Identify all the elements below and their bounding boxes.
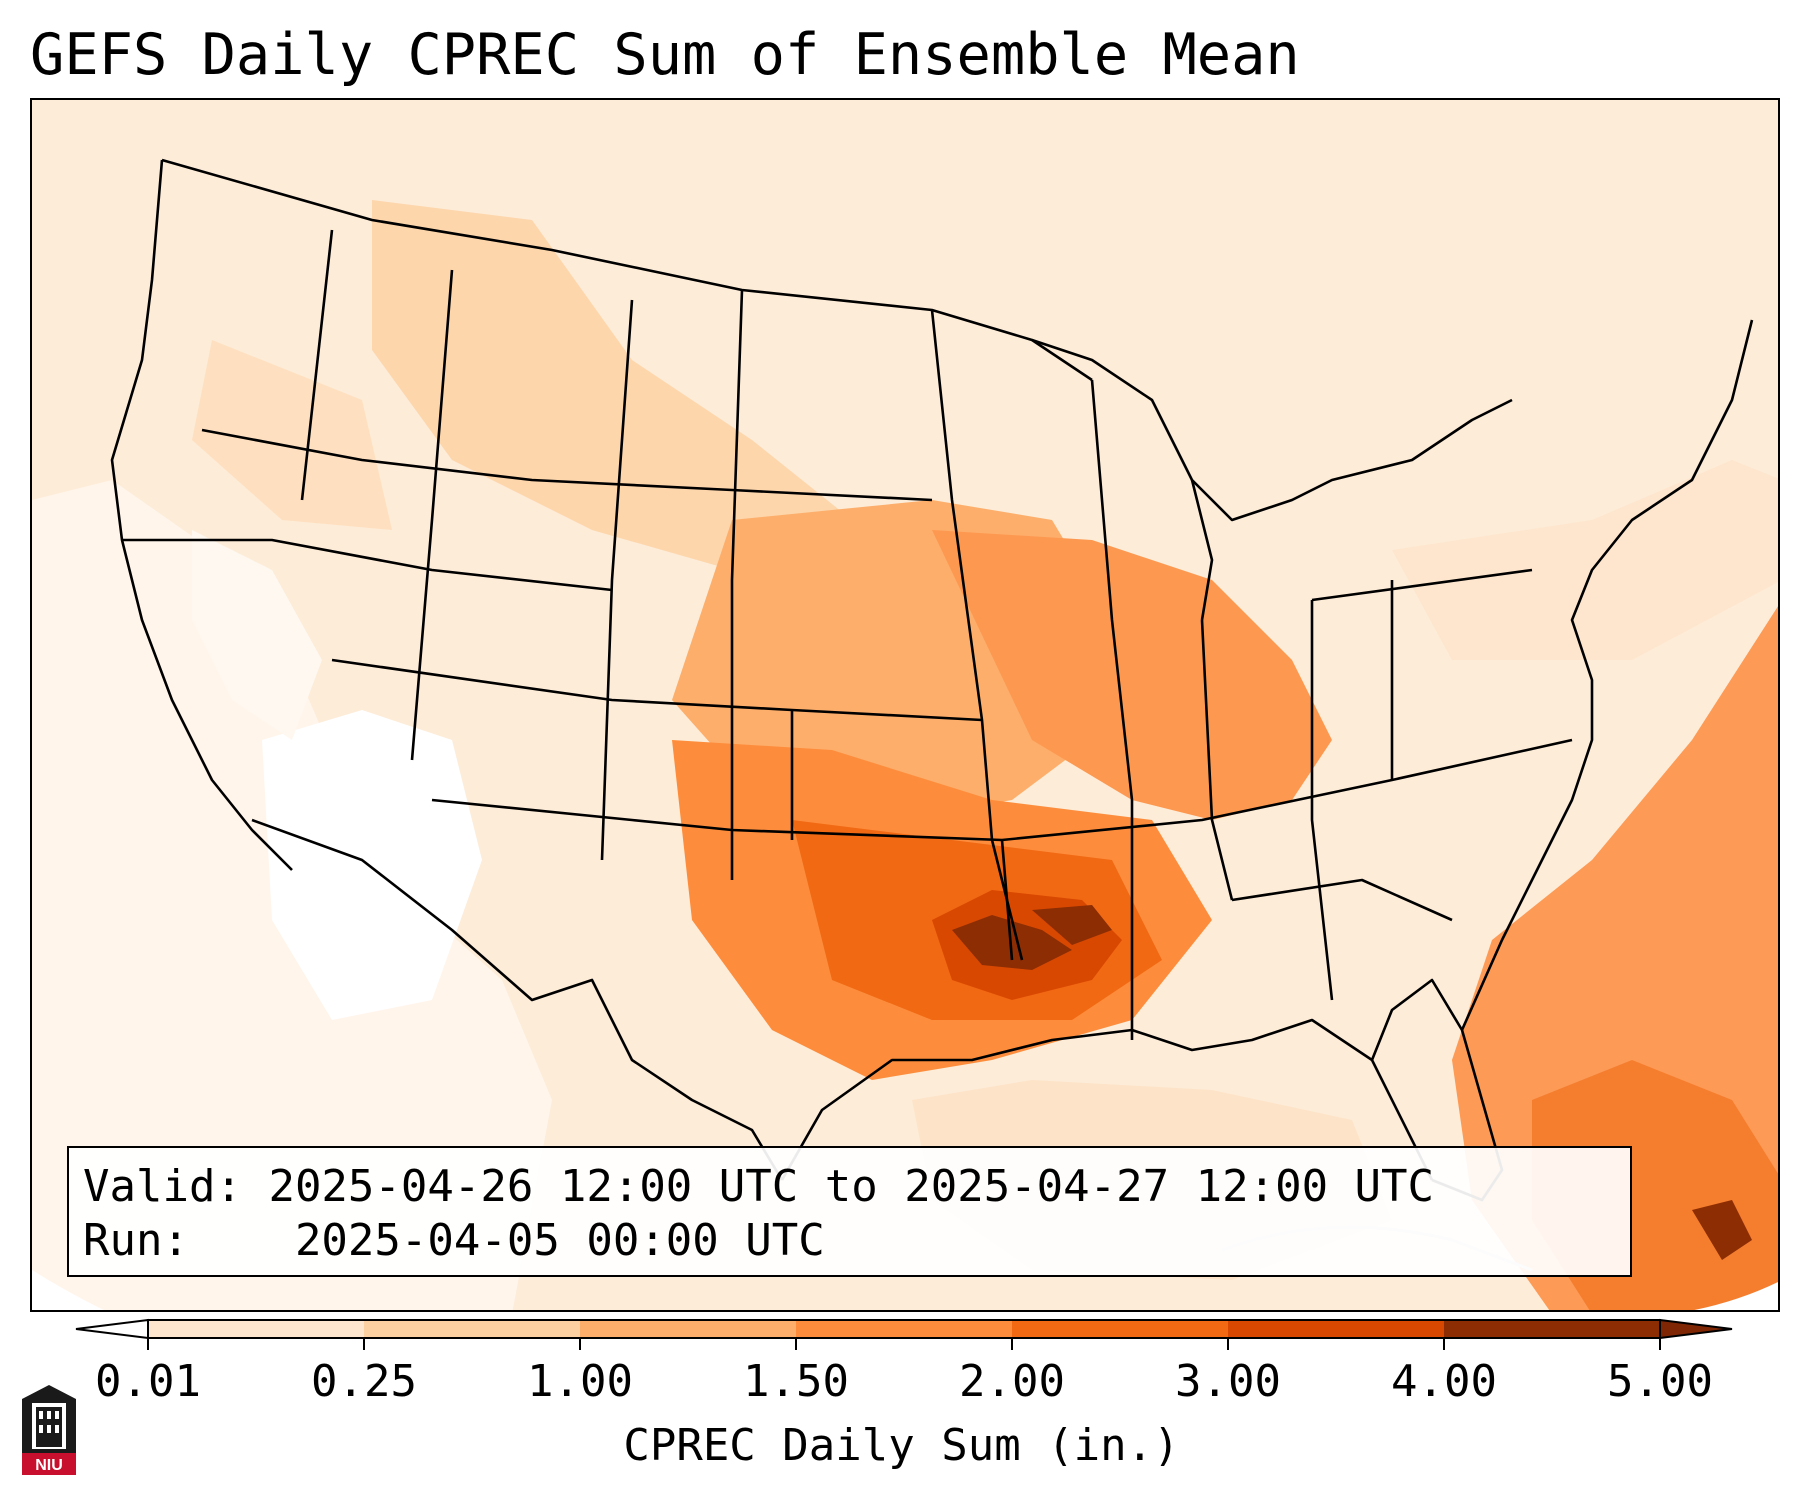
colorbar-tick-label: 2.00	[959, 1356, 1065, 1407]
precip-shading	[32, 100, 1778, 1310]
colorbar-segment	[148, 1320, 365, 1338]
colorbar-over-extend	[1659, 1318, 1733, 1340]
colorbar-tick-label: 0.01	[95, 1356, 201, 1407]
colorbar-tick-label: 5.00	[1607, 1356, 1713, 1407]
boundaries	[110, 158, 1754, 1202]
logo-text: NIU	[35, 1457, 63, 1474]
run-label: Run:	[83, 1215, 189, 1266]
valid-label: Valid:	[83, 1161, 242, 1212]
valid-run-info-box: Valid: 2025-04-26 12:00 UTC to 2025-04-2…	[67, 1146, 1632, 1277]
colorbar: 0.01 0.25 1.00 1.50 2.00 3.00 4.00 5.00	[75, 1318, 1733, 1407]
page-title: GEFS Daily CPREC Sum of Ensemble Mean	[30, 22, 1300, 88]
colorbar-segment	[1228, 1320, 1445, 1338]
run-value: 2025-04-05 00:00 UTC	[294, 1215, 825, 1266]
precip-map	[32, 100, 1778, 1310]
colorbar-under-extend	[75, 1318, 149, 1340]
niu-logo-icon: NIU	[22, 1385, 76, 1475]
colorbar-tick-label: 4.00	[1391, 1356, 1497, 1407]
map-panel	[30, 98, 1780, 1312]
valid-line: Valid: 2025-04-26 12:00 UTC to 2025-04-2…	[83, 1160, 1616, 1214]
colorbar-segment	[364, 1320, 581, 1338]
colorbar-outline	[147, 1319, 1661, 1339]
colorbar-segment	[1012, 1320, 1229, 1338]
valid-value: 2025-04-26 12:00 UTC to 2025-04-27 12:00…	[268, 1161, 1435, 1212]
run-line: Run: 2025-04-05 00:00 UTC	[83, 1214, 1616, 1268]
colorbar-segment	[796, 1320, 1013, 1338]
colorbar-segment	[1444, 1320, 1661, 1338]
colorbar-tick-label: 3.00	[1175, 1356, 1281, 1407]
colorbar-label: CPREC Daily Sum (in.)	[623, 1420, 1180, 1471]
colorbar-segment	[580, 1320, 797, 1338]
colorbar-tick-label: 1.00	[527, 1356, 633, 1407]
colorbar-tick-label: 1.50	[743, 1356, 849, 1407]
colorbar-tick-label: 0.25	[311, 1356, 417, 1407]
